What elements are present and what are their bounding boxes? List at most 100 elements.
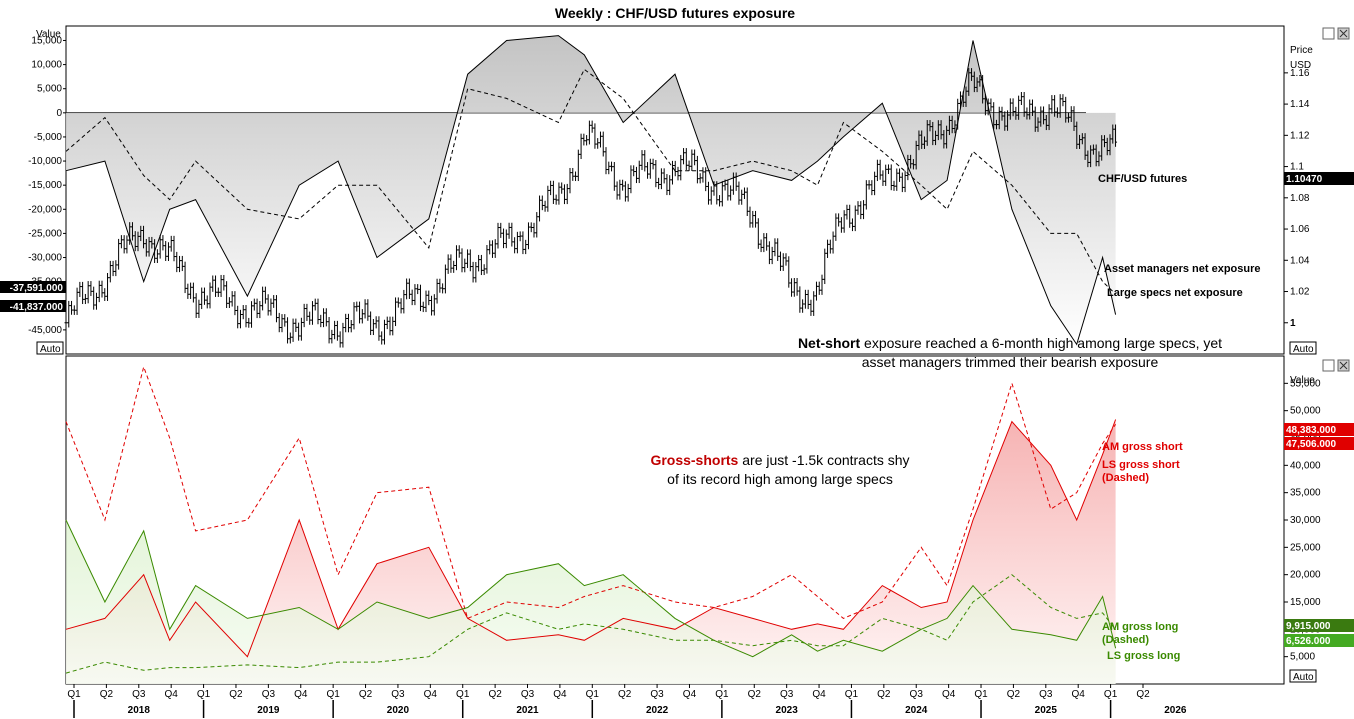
bottom-right-tick-label: 30,000 [1290, 515, 1321, 526]
bottom-right-axis-title: Value [1290, 375, 1315, 386]
x-quarter-label: Q3 [132, 689, 146, 700]
top-panel-controls[interactable] [1322, 27, 1350, 40]
label-am-gross-short: AM gross short [1102, 441, 1183, 453]
close-x-icon [1339, 29, 1348, 38]
am-gross-short-area [66, 419, 1116, 684]
left-tick-label: 5,000 [37, 84, 62, 95]
x-quarter-label: Q1 [197, 689, 211, 700]
chip-chf-usd [1284, 172, 1354, 185]
right-tick-label: 1.16 [1290, 68, 1310, 79]
svg-text:1.10470: 1.10470 [1286, 174, 1323, 185]
left-tick-label: -20,000 [28, 204, 62, 215]
x-year-label: 2022 [646, 705, 669, 716]
x-quarter-label: Q4 [553, 689, 567, 700]
large-specs-net-line [65, 35, 1117, 346]
label-am-gross-long: AM gross long [1102, 621, 1178, 633]
left-tick-label: -25,000 [28, 228, 62, 239]
am-gross-long-line [65, 574, 1116, 674]
bottom-right-tick-label: 35,000 [1290, 488, 1321, 499]
x-quarter-label: Q1 [456, 689, 470, 700]
x-quarter-label: Q2 [1136, 689, 1150, 700]
x-quarter-label: Q2 [100, 689, 114, 700]
right-axis-unit: USD [1290, 60, 1311, 71]
bottom-right-tick-label: 20,000 [1290, 570, 1321, 581]
am-gross-short-line [65, 419, 1117, 658]
svg-text:48,383.000: 48,383.000 [1286, 425, 1336, 436]
bottom-right-tick-label: 5,000 [1290, 652, 1315, 663]
right-tick-label: 1.12 [1290, 130, 1310, 141]
svg-text:Auto: Auto [1293, 672, 1314, 683]
asset-managers-net-line [65, 68, 1116, 295]
svg-text:Auto: Auto [40, 344, 61, 355]
x-quarter-label: Q2 [877, 689, 891, 700]
bottom-panel-controls[interactable] [1322, 359, 1350, 372]
x-quarter-label: Q1 [326, 689, 340, 700]
label-ls-gross-short: LS gross short [1102, 459, 1180, 471]
x-quarter-label: Q2 [229, 689, 243, 700]
x-year-label: 2023 [776, 705, 799, 716]
bottom-annotation-line1: Gross-shorts are just -1.5k contracts sh… [650, 452, 909, 468]
left-tick-label: 15,000 [31, 35, 62, 46]
bottom-plot [65, 365, 1117, 684]
bottom-right-tick-label: 50,000 [1290, 406, 1321, 417]
x-quarter-label: Q2 [488, 689, 502, 700]
x-quarter-label: Q1 [845, 689, 859, 700]
right-tick-label: 1.06 [1290, 224, 1310, 235]
chip-ls-gross-short [1284, 437, 1354, 450]
label-asset-managers-net: Asset managers net exposure [1104, 263, 1261, 275]
chip-am-gross-long [1284, 619, 1354, 632]
right-axis-title: Price [1290, 45, 1313, 56]
top-plot [64, 35, 1118, 348]
x-quarter-label: Q3 [521, 689, 535, 700]
bottom-right-tick-label: 40,000 [1290, 460, 1321, 471]
bottom-right-tick-label: 15,000 [1290, 597, 1321, 608]
x-quarter-label: Q1 [715, 689, 729, 700]
x-quarter-label: Q1 [586, 689, 600, 700]
auto-button-top[interactable]: Auto [36, 341, 64, 355]
svg-text:47,506.000: 47,506.000 [1286, 439, 1336, 450]
bottom-annotation-line2: of its record high among large specs [667, 471, 893, 487]
x-year-label: 2020 [387, 705, 410, 716]
svg-text:-37,591.000: -37,591.000 [10, 283, 64, 294]
x-quarter-label: Q3 [1039, 689, 1053, 700]
label-am-gross-long-note: (Dashed) [1102, 634, 1149, 646]
top-annotation-line2: asset managers trimmed their bearish exp… [862, 354, 1159, 370]
svg-text:6,526.000: 6,526.000 [1286, 636, 1331, 647]
x-quarter-label: Q3 [910, 689, 924, 700]
left-tick-label: -10,000 [28, 156, 62, 167]
svg-text:Auto: Auto [1293, 344, 1314, 355]
restore-icon[interactable] [1322, 359, 1335, 372]
left-tick-label: -5,000 [34, 132, 63, 143]
right-tick-label: 1.02 [1290, 287, 1310, 298]
close-x-icon [1339, 361, 1348, 370]
chip-am-net [0, 281, 66, 293]
x-year-label: 2026 [1164, 705, 1187, 716]
x-quarter-label: Q1 [974, 689, 988, 700]
left-axis-title: Value [36, 29, 61, 40]
auto-button-bottom-right[interactable]: Auto [1289, 669, 1317, 683]
top-panel-frame [65, 25, 1285, 355]
auto-button-top-right[interactable]: Auto [1289, 341, 1317, 355]
chip-ls-gross-long [1284, 634, 1354, 647]
x-quarter-label: Q4 [294, 689, 308, 700]
right-tick-label: 1.08 [1290, 193, 1310, 204]
x-quarter-label: Q2 [748, 689, 762, 700]
restore-icon[interactable] [1322, 27, 1335, 40]
chart-title: Weekly : CHF/USD futures exposure [555, 5, 795, 21]
x-quarter-label: Q2 [359, 689, 373, 700]
x-year-label: 2025 [1035, 705, 1058, 716]
left-tick-label: -45,000 [28, 325, 62, 336]
x-quarter-label: Q3 [780, 689, 794, 700]
x-quarter-label: Q3 [391, 689, 405, 700]
x-quarter-label: Q1 [67, 689, 81, 700]
x-quarter-label: Q4 [812, 689, 826, 700]
x-quarter-label: Q1 [1104, 689, 1118, 700]
x-quarter-label: Q2 [1007, 689, 1021, 700]
label-ls-gross-long: LS gross long [1107, 650, 1180, 662]
left-tick-label: 10,000 [31, 60, 62, 71]
chip-ls-net [0, 300, 66, 312]
x-quarter-label: Q4 [683, 689, 697, 700]
bottom-right-tick-label: 55,000 [1290, 378, 1321, 389]
bottom-right-tick-label: 25,000 [1290, 542, 1321, 553]
